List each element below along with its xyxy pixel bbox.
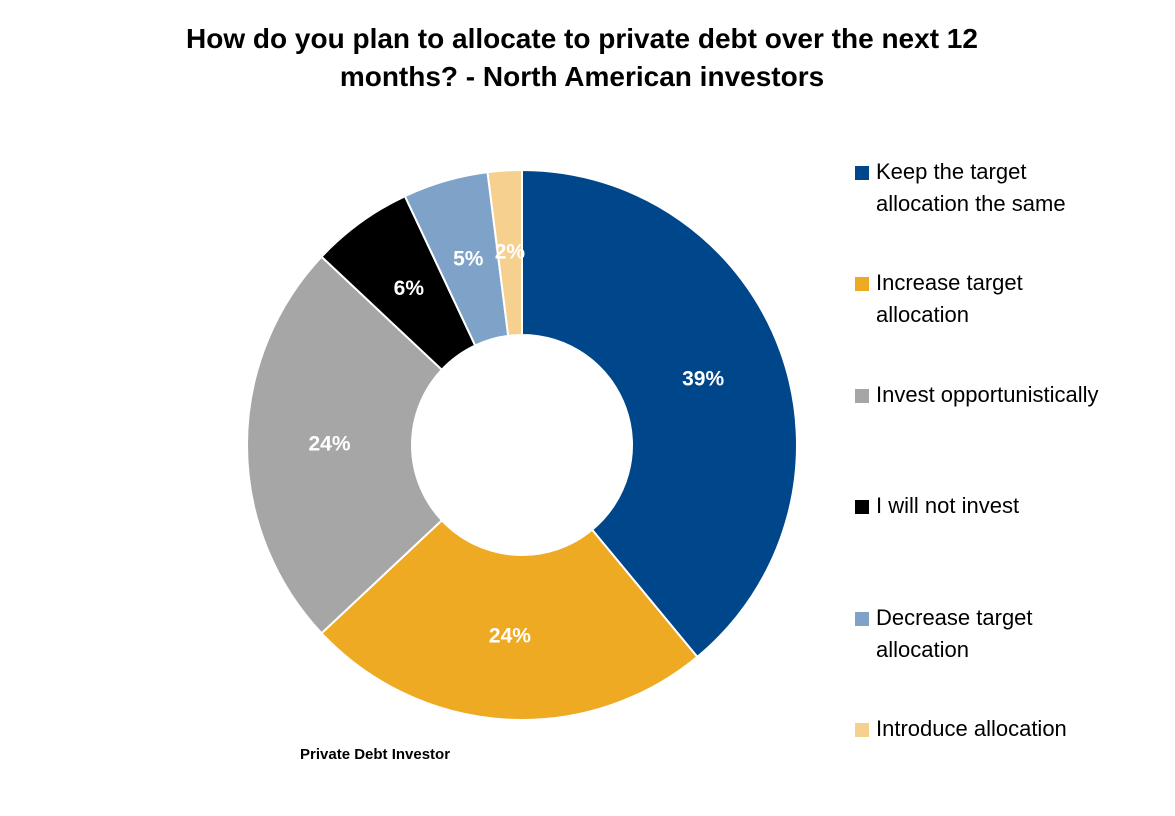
- legend-label: Invest opportunistically: [876, 381, 1099, 407]
- donut-slice: [486, 168, 523, 337]
- legend-label: Decrease target allocation: [876, 604, 1033, 662]
- legend-swatch: [855, 723, 869, 737]
- legend-item: I will not invest: [855, 490, 1155, 522]
- legend-label: I will not invest: [876, 493, 1020, 519]
- slice-label: 2%: [495, 240, 526, 263]
- donut-slice: [320, 518, 699, 721]
- legend-swatch: [855, 388, 869, 403]
- legend-item: Invest opportunistically: [855, 379, 1155, 411]
- donut-slice: [246, 255, 444, 635]
- legend-label: Introduce allocation: [876, 716, 1067, 741]
- slice-label: 24%: [489, 625, 531, 648]
- slice-label: 24%: [308, 433, 350, 456]
- legend-item: Decrease target allocation: [855, 602, 1155, 666]
- legend-item: Keep the target allocation the same: [855, 156, 1155, 220]
- slice-label: 5%: [453, 248, 484, 271]
- slice-label: 6%: [394, 277, 425, 300]
- source-note: Private Debt Investor: [300, 746, 451, 763]
- chart-title: How do you plan to allocate to private d…: [186, 23, 978, 92]
- legend-label: Keep the target allocation the same: [876, 159, 1066, 216]
- legend-swatch: [855, 277, 869, 292]
- legend-item: Increase target allocation: [855, 267, 1155, 331]
- donut-slice: [521, 168, 798, 659]
- legend-swatch: [855, 166, 869, 180]
- legend-swatch: [855, 500, 869, 515]
- legend-swatch: [855, 611, 869, 626]
- slice-label: 39%: [682, 367, 724, 390]
- legend-label: Increase target allocation: [876, 270, 1023, 328]
- legend-item: Introduce allocation: [855, 713, 1155, 745]
